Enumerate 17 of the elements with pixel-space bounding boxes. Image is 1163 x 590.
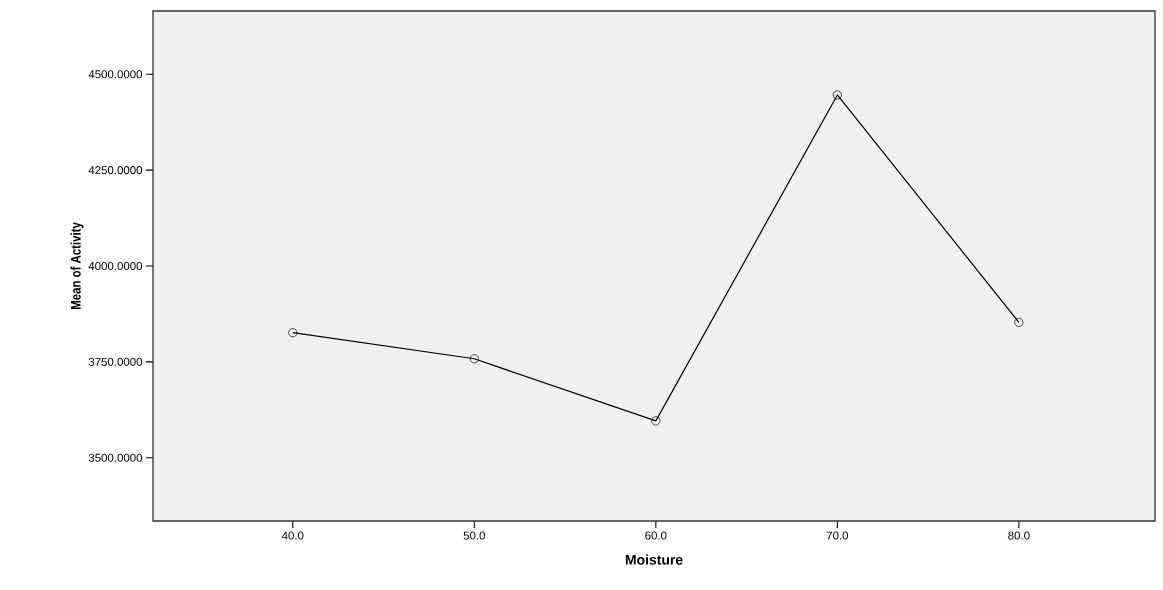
point xyxy=(469,354,479,364)
x-tick-label: 70.0 xyxy=(826,531,849,540)
point xyxy=(288,328,298,338)
x-tick-label: 60.0 xyxy=(645,531,667,540)
point xyxy=(651,416,661,426)
x-tick-label: 40.0 xyxy=(281,531,304,540)
x-tick-label: 50.0 xyxy=(463,531,486,540)
y-tick-label: 4500.0000 xyxy=(88,70,143,79)
y-tick-label: 4250.0000 xyxy=(88,166,143,175)
y-tick-label: 4000.0000 xyxy=(88,261,143,271)
point xyxy=(1014,317,1024,327)
point xyxy=(832,90,842,100)
y-axis-title: Mean of Activity xyxy=(70,222,84,310)
y-tick-label: 3750.0000 xyxy=(88,357,143,366)
x-axis-title: Moisture xyxy=(625,554,683,565)
x-tick-label: 80.0 xyxy=(1008,531,1030,540)
y-tick-label: 3500.0000 xyxy=(88,453,143,462)
